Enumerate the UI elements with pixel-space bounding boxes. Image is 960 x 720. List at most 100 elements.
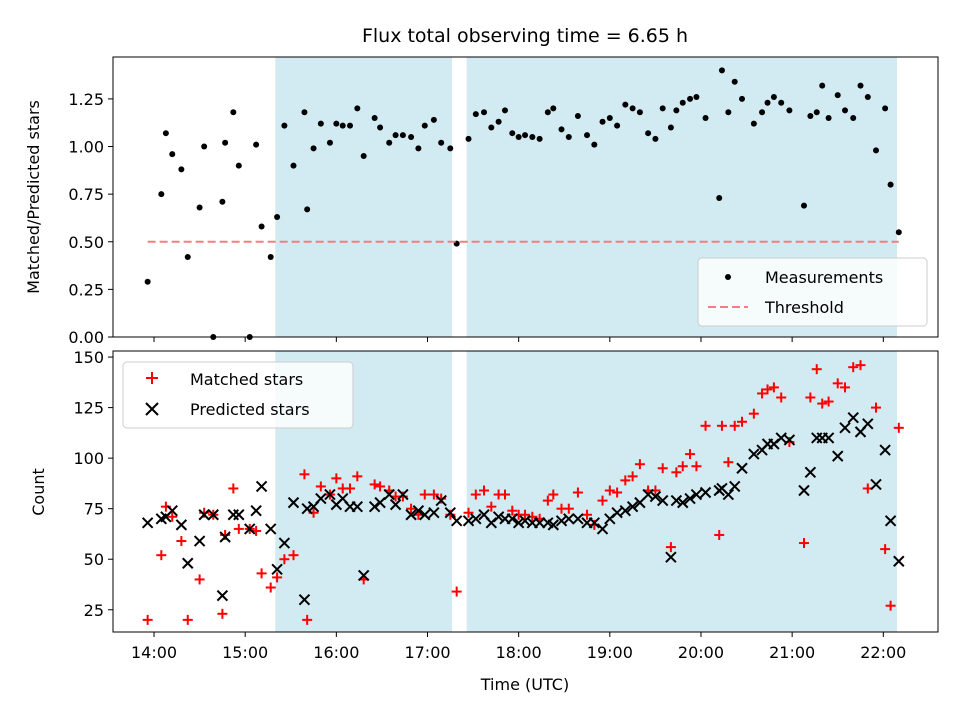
bottom-predicted-stars-point bbox=[141, 517, 154, 529]
bottom-matched-stars-point bbox=[723, 457, 734, 468]
bottom-predicted-stars-point bbox=[271, 563, 283, 576]
bottom-matched-stars-point bbox=[657, 463, 668, 474]
bottom-predicted-stars-point bbox=[879, 444, 891, 456]
bottom-x-tick-label: 14:00 bbox=[131, 643, 177, 662]
top-measurements-point bbox=[235, 162, 242, 169]
bottom-predicted-stars-point bbox=[351, 500, 364, 513]
top-y-tick-label: 0.00 bbox=[68, 328, 104, 347]
bottom-x-tick-label: 19:00 bbox=[587, 643, 633, 662]
bottom-predicted-stars-point bbox=[374, 496, 386, 509]
top-measurements-point bbox=[786, 107, 793, 114]
top-measurements-point bbox=[158, 191, 165, 198]
top-measurements-point bbox=[472, 111, 479, 118]
bottom-x-tick-label: 21:00 bbox=[769, 643, 815, 662]
bottom-predicted-stars-point bbox=[783, 434, 796, 446]
legend-threshold-label: Threshold bbox=[764, 298, 844, 317]
top-measurements-point bbox=[629, 105, 636, 112]
top-measurements-point bbox=[333, 120, 340, 127]
top-measurements-point bbox=[222, 139, 229, 146]
top-measurements-point bbox=[447, 145, 454, 152]
top-measurements-point bbox=[873, 147, 880, 154]
top-measurements-point bbox=[178, 166, 185, 173]
bottom-predicted-stars-point bbox=[677, 496, 689, 509]
bottom-predicted-stars-point bbox=[547, 519, 560, 531]
bottom-panel-series bbox=[141, 360, 905, 625]
top-measurements-point bbox=[731, 78, 738, 85]
top-measurements-point bbox=[258, 223, 265, 230]
bottom-matched-stars-point bbox=[428, 489, 439, 500]
bottom-predicted-stars-point bbox=[670, 494, 683, 507]
bottom-matched-stars-point bbox=[685, 449, 696, 460]
bottom-predicted-stars-point bbox=[492, 511, 505, 523]
top-measurements-point bbox=[536, 135, 543, 142]
bottom-matched-stars-point bbox=[748, 408, 759, 419]
top-measurements-point bbox=[716, 194, 723, 201]
bottom-matched-stars-point bbox=[737, 416, 748, 427]
legend-matched-label: Matched stars bbox=[190, 370, 303, 389]
top-measurements-point bbox=[509, 130, 516, 137]
top-legend-box bbox=[697, 257, 928, 327]
top-measurements-point bbox=[778, 99, 785, 106]
top-y-tick-label: 1.25 bbox=[68, 90, 104, 109]
bottom-predicted-stars-point bbox=[588, 517, 601, 529]
bottom-predicted-stars-point bbox=[649, 490, 662, 503]
top-measurements-point bbox=[574, 113, 581, 120]
top-measurements-point bbox=[645, 130, 652, 137]
bottom-panel-x-ticks: 14:00 15:00 16:00 17:00 18:00 19:00 20:00 21:00… bbox=[131, 632, 906, 662]
bottom-y-tick-label: 75 bbox=[84, 500, 104, 519]
bottom-predicted-stars-point bbox=[405, 509, 417, 521]
bottom-matched-stars-point bbox=[798, 538, 809, 549]
bottom-predicted-stars-point bbox=[324, 488, 336, 501]
x-axis-label: Time (UTC) bbox=[480, 675, 569, 694]
top-measurements-point bbox=[702, 114, 709, 121]
bottom-predicted-stars-point bbox=[428, 507, 440, 519]
bottom-predicted-stars-point bbox=[450, 515, 463, 527]
top-measurements-point bbox=[813, 109, 820, 116]
bottom-matched-stars-point bbox=[572, 487, 583, 498]
bottom-predicted-stars-point bbox=[596, 523, 609, 535]
bottom-predicted-stars-point bbox=[626, 500, 639, 513]
top-panel-x-ticks bbox=[153, 337, 884, 342]
chart-title: Flux total observing time = 6.65 h bbox=[362, 25, 688, 47]
bottom-matched-stars-point bbox=[182, 614, 193, 625]
bottom-matched-stars-point bbox=[331, 473, 342, 484]
top-measurements-point bbox=[882, 105, 889, 112]
bottom-predicted-stars-point bbox=[832, 450, 844, 462]
bottom-panel: 25 50 75 100 125 150 14:00 15:00 16:00 17:00 18:0… bbox=[29, 348, 939, 694]
bottom-predicted-stars-point bbox=[699, 486, 712, 499]
bottom-predicted-stars-point bbox=[265, 523, 277, 535]
legend-matched-marker bbox=[146, 372, 158, 384]
bottom-predicted-stars-point bbox=[389, 498, 402, 511]
top-measurements-point bbox=[360, 153, 367, 160]
bottom-matched-stars-point bbox=[542, 495, 553, 506]
bottom-y-tick-label: 50 bbox=[84, 550, 104, 569]
bottom-matched-stars-point bbox=[279, 554, 290, 565]
bottom-x-tick-label: 15:00 bbox=[222, 643, 268, 662]
bottom-panel-frame bbox=[112, 350, 939, 633]
top-measurements-point bbox=[842, 107, 849, 114]
top-measurements-point bbox=[501, 107, 508, 114]
bottom-matched-stars-point bbox=[299, 469, 310, 480]
bottom-matched-stars-point bbox=[142, 614, 153, 625]
top-measurements-point bbox=[144, 278, 151, 285]
bottom-predicted-stars-point bbox=[216, 589, 229, 602]
top-measurements-point bbox=[687, 95, 694, 102]
top-y-axis-label: Matched/Predicted stars bbox=[24, 100, 43, 294]
top-panel-frame bbox=[112, 56, 939, 338]
bottom-predicted-stars-point bbox=[278, 537, 291, 549]
bottom-matched-stars-point bbox=[716, 420, 727, 431]
top-measurements-point bbox=[438, 139, 445, 146]
top-measurements-point bbox=[652, 135, 659, 142]
top-y-tick-label: 1.00 bbox=[68, 138, 104, 157]
top-measurements-point bbox=[725, 109, 732, 116]
top-measurements-point bbox=[253, 141, 260, 148]
top-measurements-point bbox=[850, 114, 857, 121]
bottom-matched-stars-point bbox=[302, 614, 313, 625]
bottom-matched-stars-point bbox=[880, 544, 891, 555]
bottom-matched-stars-point bbox=[714, 529, 725, 540]
bottom-predicted-stars-point bbox=[219, 531, 231, 543]
bottom-matched-stars-point bbox=[375, 481, 386, 492]
bottom-matched-stars-point bbox=[228, 483, 239, 494]
top-measurements-point bbox=[591, 141, 598, 148]
